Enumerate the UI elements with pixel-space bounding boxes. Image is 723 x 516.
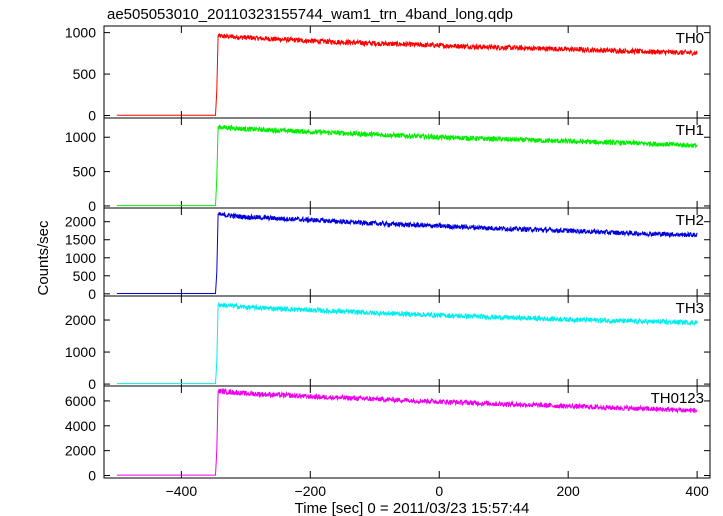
y-tick-label: 2000 [65,312,96,328]
x-tick-label: −200 [295,483,327,499]
series-line-th3 [116,301,698,385]
x-tick-label: 200 [556,483,580,499]
y-tick-label: 1000 [65,344,96,360]
panel-frame [103,295,711,387]
y-tick-label: 2000 [65,214,96,230]
x-tick-label: 400 [685,483,709,499]
series-label: TH0 [676,30,704,47]
panel-th0123: 0 2000 4000 6000 TH0123 −400 −200 0 200 400 [65,385,711,499]
y-axis-label: Counts/sec [35,220,52,296]
y-tick-label: 2000 [65,443,96,459]
chart-title: ae505053010_20110323155744_wam1_trn_4ban… [107,6,513,23]
panel-frame [103,385,711,479]
y-tick-label: 6000 [65,393,96,409]
y-tick-label: 500 [73,66,97,82]
panel-frame [103,117,711,209]
panel-th0: 0 500 1000 TH0 [65,25,711,124]
y-tick-label: 0 [88,376,96,392]
y-tick-label: 0 [88,198,96,214]
y-tick-label: 1000 [65,129,96,145]
series-label: TH0123 [651,390,704,407]
panel-frame [103,207,711,297]
panel-th2: 0 500 1000 1500 2000 TH2 [65,207,711,302]
series-label: TH2 [676,212,704,229]
panel-th3: 0 1000 2000 TH3 [65,295,711,392]
x-tick-label: 0 [435,483,443,499]
y-tick-label: 0 [88,286,96,302]
y-tick-label: 1500 [65,232,96,248]
series-line-th2 [116,211,698,294]
y-tick-label: 1000 [65,250,96,266]
y-tick-label: 500 [73,164,97,180]
x-tick-label: −400 [166,483,198,499]
y-tick-label: 500 [73,268,97,284]
y-tick-label: 0 [88,468,96,484]
y-tick-label: 1000 [65,25,96,41]
x-axis-label: Time [sec] 0 = 2011/03/23 15:57:44 [295,500,530,516]
series-label: TH1 [676,122,704,139]
panel-th1: 0 500 1000 TH1 [65,117,711,214]
y-tick-label: 0 [88,108,96,124]
series-line-th0123 [116,387,698,476]
y-tick-label: 4000 [65,418,96,434]
series-line-th0 [116,33,698,116]
series-label: TH3 [676,300,704,317]
panel-frame [103,25,711,119]
series-line-th1 [116,123,698,207]
